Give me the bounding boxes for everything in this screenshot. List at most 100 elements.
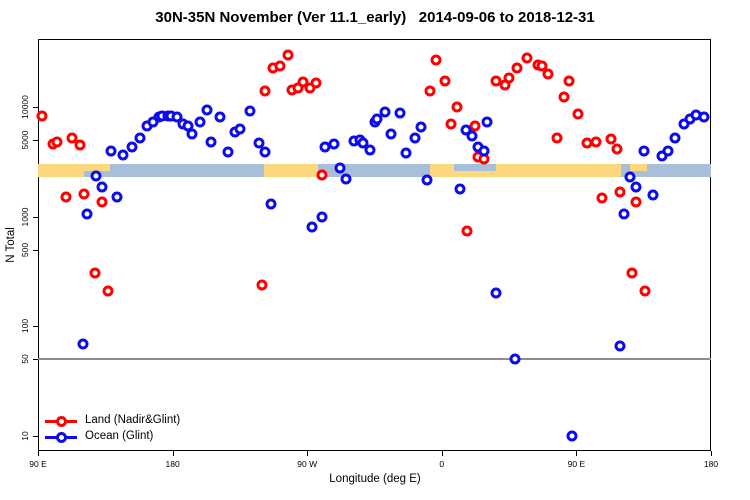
data-point-ocean: [478, 145, 490, 157]
data-point-land: [439, 75, 451, 87]
data-point-land: [511, 62, 523, 74]
data-point-land: [89, 267, 101, 279]
legend-marker-land-icon: [55, 415, 67, 427]
geo-band-land-segment: [263, 164, 318, 178]
plot-area: [38, 39, 711, 451]
x-axis-tick-label: 180: [165, 459, 180, 469]
data-point-land: [521, 52, 533, 64]
data-point-land: [626, 267, 638, 279]
data-point-ocean: [334, 162, 346, 174]
data-point-land: [51, 136, 63, 148]
data-point-land: [274, 60, 286, 72]
data-point-land: [259, 85, 271, 97]
y-axis-tick: [33, 436, 38, 438]
data-point-ocean: [638, 145, 650, 157]
data-point-land: [461, 225, 473, 237]
data-point-land: [536, 60, 548, 72]
data-point-ocean: [201, 104, 213, 116]
geo-band-ocean-segment: [317, 164, 430, 178]
legend-label-land: Land (Nadir&Glint): [85, 414, 181, 426]
x-axis-tick-label: 90 E: [567, 459, 586, 469]
data-point-land: [542, 68, 554, 80]
data-point-ocean: [222, 146, 234, 158]
y-axis-tick-label: 500: [20, 242, 30, 257]
data-point-ocean: [316, 211, 328, 223]
geo-band-ocean-segment: [453, 164, 496, 171]
data-point-ocean: [647, 189, 659, 200]
data-point-ocean: [490, 287, 502, 299]
geo-band-land-segment: [630, 164, 647, 171]
y-axis-tick: [33, 216, 38, 218]
data-point-ocean: [194, 116, 206, 128]
data-point-ocean: [205, 136, 217, 148]
data-point-land: [310, 77, 322, 89]
data-point-land: [551, 132, 563, 144]
data-point-land: [630, 196, 642, 208]
y-axis-tick: [33, 359, 38, 361]
data-point-land: [78, 188, 90, 200]
x-axis-tick-label: 180: [703, 459, 719, 469]
data-point-ocean: [328, 138, 340, 150]
x-axis-tick: [441, 451, 443, 456]
data-point-ocean: [265, 198, 277, 210]
chart-title: 30N-35N November (Ver 11.1_early) 2014-0…: [155, 9, 595, 26]
data-point-ocean: [698, 111, 710, 123]
data-point-ocean: [244, 105, 256, 117]
data-point-ocean: [306, 221, 318, 233]
data-point-land: [282, 49, 294, 61]
data-point-ocean: [96, 181, 108, 193]
legend-entry-land: Land (Nadir&Glint): [45, 413, 265, 429]
data-point-ocean: [415, 121, 427, 133]
data-point-ocean: [630, 181, 642, 193]
data-point-ocean: [624, 171, 636, 183]
data-point-land: [297, 76, 309, 88]
data-point-ocean: [214, 111, 226, 123]
data-point-ocean: [111, 191, 123, 203]
x-axis-tick: [172, 451, 174, 456]
data-point-ocean: [105, 145, 117, 157]
data-point-ocean: [454, 183, 466, 195]
y-axis-tick: [33, 107, 38, 109]
data-point-ocean: [421, 174, 433, 186]
data-point-ocean: [364, 144, 376, 156]
x-axis-tick-label: 90 W: [297, 459, 318, 469]
data-point-ocean: [669, 132, 681, 143]
data-point-land: [102, 285, 114, 297]
data-point-land: [596, 192, 608, 204]
data-point-land: [424, 85, 436, 97]
data-point-ocean: [357, 137, 369, 149]
legend-marker-ocean-icon: [55, 431, 67, 443]
data-point-land: [639, 285, 651, 297]
y-axis-title: N Total: [5, 227, 17, 263]
data-point-ocean: [90, 170, 102, 182]
data-point-ocean: [614, 340, 626, 351]
data-point-land: [430, 54, 442, 66]
data-point-land: [590, 136, 602, 148]
data-point-ocean: [117, 149, 129, 161]
x-axis-tick-label: 0: [439, 459, 445, 469]
y-axis-tick-label: 50: [20, 354, 30, 365]
data-point-ocean: [253, 137, 265, 149]
legend: Land (Nadir&Glint) Ocean (Glint): [45, 413, 265, 445]
y-axis-tick: [33, 249, 38, 251]
data-point-ocean: [466, 130, 478, 142]
data-point-land: [316, 169, 328, 181]
data-point-ocean: [481, 116, 493, 128]
data-point-land: [60, 191, 72, 203]
data-point-land: [451, 101, 463, 113]
y-axis-tick-label: 10: [20, 431, 30, 441]
x-axis-tick: [307, 451, 309, 456]
data-point-land: [503, 72, 515, 83]
x-axis-tick-label: 90 E: [29, 459, 47, 469]
data-point-ocean: [259, 146, 271, 158]
geo-band-ocean-segment: [84, 164, 264, 178]
data-point-ocean: [460, 124, 472, 136]
data-point-land: [572, 108, 584, 120]
data-point-land: [611, 143, 623, 155]
y-axis-tick-label: 100: [20, 319, 30, 334]
data-point-ocean: [394, 107, 406, 119]
y-axis-tick: [33, 326, 38, 328]
data-point-ocean: [662, 145, 674, 157]
x-axis-tick: [711, 451, 712, 456]
